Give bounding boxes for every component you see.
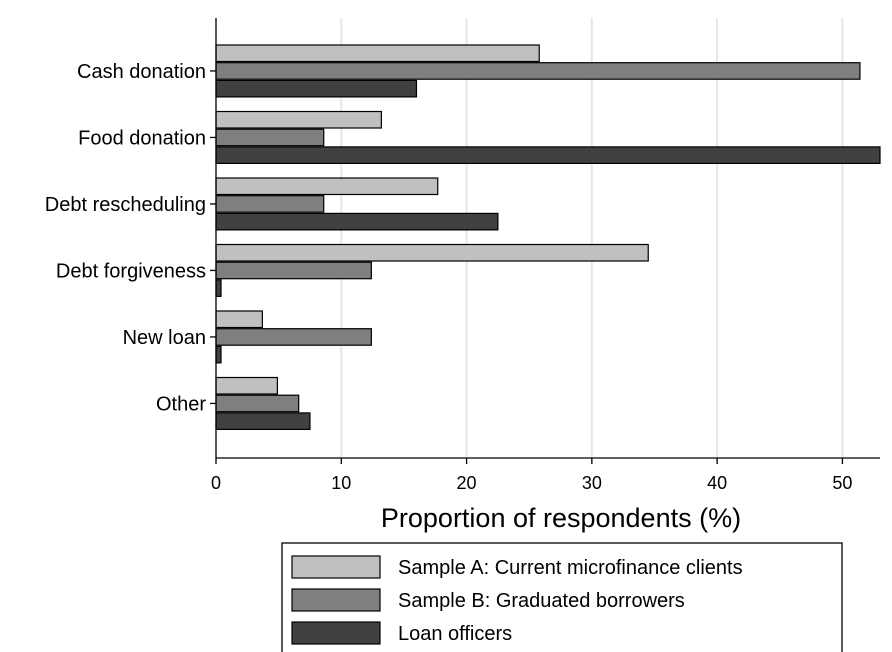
category-label: Debt forgiveness bbox=[56, 260, 206, 282]
bar bbox=[215, 345, 222, 364]
bar bbox=[215, 128, 325, 147]
bar bbox=[215, 376, 278, 395]
bar bbox=[215, 394, 300, 413]
category-labels: Cash donation Food donation Debt reschedul… bbox=[45, 61, 216, 415]
bar bbox=[215, 146, 881, 164]
x-tick-labels: 0 10 20 30 40 50 bbox=[211, 458, 852, 493]
bar bbox=[215, 177, 439, 196]
x-tick-label: 0 bbox=[211, 473, 221, 493]
category-label: Cash donation bbox=[77, 61, 206, 83]
bar bbox=[215, 412, 311, 430]
legend-label: Loan officers bbox=[398, 623, 512, 645]
bar bbox=[215, 261, 372, 280]
gridlines bbox=[340, 18, 844, 458]
bar bbox=[215, 328, 372, 346]
bar bbox=[215, 79, 418, 98]
bar bbox=[215, 62, 861, 80]
legend-label: Sample B: Graduated borrowers bbox=[398, 590, 685, 612]
bar bbox=[215, 243, 649, 262]
x-tick-label: 30 bbox=[582, 473, 602, 493]
bar bbox=[215, 44, 540, 63]
x-axis-title: Proportion of respondents (%) bbox=[381, 503, 741, 533]
x-tick-label: 40 bbox=[707, 473, 727, 493]
category-label: Food donation bbox=[78, 127, 206, 149]
legend-label: Sample A: Current microfinance clients bbox=[398, 557, 743, 579]
bars bbox=[215, 44, 881, 430]
bar bbox=[215, 212, 499, 231]
category-label: Other bbox=[156, 393, 206, 415]
x-tick-label: 50 bbox=[832, 473, 852, 493]
x-tick-label: 10 bbox=[331, 473, 351, 493]
legend-swatch bbox=[291, 555, 381, 579]
category-label: Debt rescheduling bbox=[45, 194, 206, 216]
x-tick-label: 20 bbox=[457, 473, 477, 493]
bar bbox=[215, 195, 325, 213]
bar bbox=[215, 110, 382, 129]
bar bbox=[215, 279, 222, 297]
bar bbox=[215, 310, 263, 329]
legend-swatch bbox=[291, 621, 381, 645]
category-label: New loan bbox=[123, 327, 206, 349]
legend: Sample A: Current microfinance clients Sa… bbox=[281, 542, 843, 652]
legend-swatch bbox=[291, 588, 381, 612]
